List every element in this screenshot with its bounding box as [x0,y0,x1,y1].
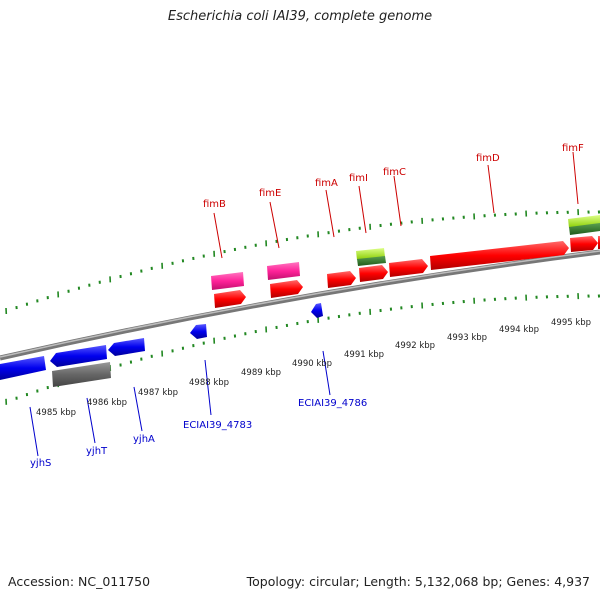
accession-text: Accession: NC_011750 [8,574,151,589]
feature-pink-1[interactable] [211,272,244,290]
feature-fimF-rna-2[interactable] [569,223,600,235]
gene-label-ECIAI39_4783: ECIAI39_4783 [183,420,252,431]
feature-ECIAI39_4783-cds[interactable] [190,324,207,339]
feature-fimA-cds[interactable] [327,271,356,288]
gene-label-fimB: fimB [203,199,226,210]
reverse-strand-features [0,303,323,387]
gene-label-yjhS: yjhS [30,458,51,469]
gene-label-fimE: fimE [259,188,281,199]
gene-label-fimA: fimA [315,178,338,189]
feature-yjhS-cds[interactable] [0,356,46,380]
feature-fimF-cds[interactable] [570,236,598,252]
scale-label-4991: 4991 kbp [344,350,384,360]
feature-fimE-cds[interactable] [270,280,303,298]
feature-pink-2[interactable] [267,262,300,280]
feature-fimB-cds[interactable] [214,290,246,308]
feature-fimI-cds[interactable] [359,265,388,282]
feature-fimI-rna-2[interactable] [357,256,386,266]
scale-label-4993: 4993 kbp [447,333,487,343]
outer-scale-ticks [5,209,600,315]
scale-label-4995: 4995 kbp [551,318,591,328]
gene-label-fimC: fimC [383,167,406,178]
feature-fimD-cds[interactable] [430,241,569,270]
genome-summary-text: Topology: circular; Length: 5,132,068 bp… [246,574,590,589]
scale-label-4985: 4985 kbp [36,408,76,418]
scale-label-4994: 4994 kbp [499,325,539,335]
feature-yjhA-cds[interactable] [108,338,145,356]
scale-label-4990: 4990 kbp [292,359,332,369]
scale-label-4986: 4986 kbp [87,398,127,408]
forward-strand-features [211,215,600,308]
scale-labels: 4985 kbp 4986 kbp 4987 kbp 4988 kbp 4989… [36,318,591,418]
gene-label-yjhT: yjhT [86,446,108,457]
gene-label-fimI: fimI [349,173,368,184]
feature-yjhT-cds[interactable] [50,345,107,367]
gene-label-yjhA: yjhA [133,434,155,445]
feature-ECIAI39_4786-cds[interactable] [311,303,323,318]
gene-labels-upper: fimB fimE fimA fimI fimC fimD fimF [203,143,584,210]
label-leader-lines-lower [29,350,331,457]
scale-label-4987: 4987 kbp [138,388,178,398]
gene-label-fimD: fimD [476,153,500,164]
gene-label-ECIAI39_4786: ECIAI39_4786 [298,398,367,409]
label-leader-lines [213,151,579,259]
scale-label-4989: 4989 kbp [241,368,281,378]
gene-label-fimF: fimF [562,143,584,154]
genome-backbone [0,249,600,361]
feature-pseudo[interactable] [52,362,111,387]
feature-fimC-cds[interactable] [389,259,428,277]
map-title: Escherichia coli IAI39, complete genome [167,9,433,24]
scale-label-4992: 4992 kbp [395,341,435,351]
gene-labels-lower: yjhS yjhT yjhA ECIAI39_4783 ECIAI39_4786 [30,398,367,469]
scale-label-4988: 4988 kbp [189,378,229,388]
